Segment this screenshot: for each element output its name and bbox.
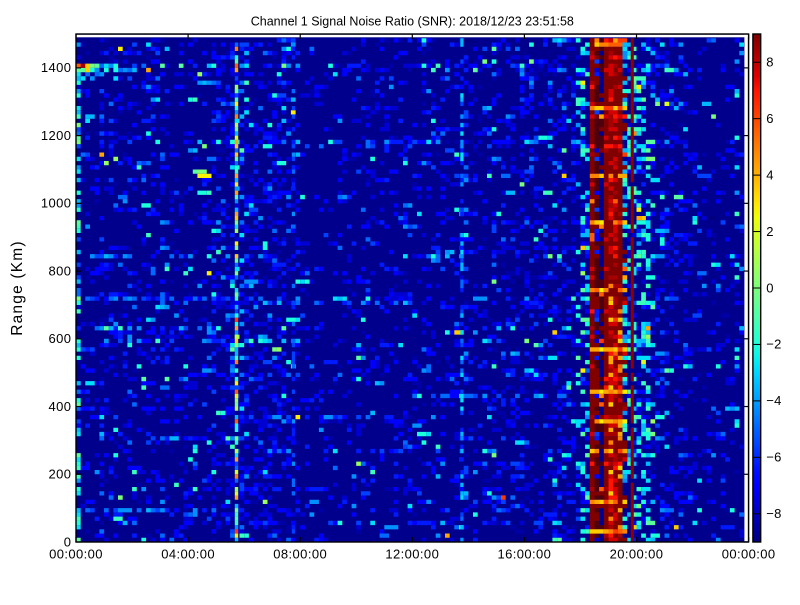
svg-text:−6: −6 <box>766 450 782 465</box>
svg-text:400: 400 <box>49 399 72 414</box>
svg-text:2: 2 <box>766 224 774 239</box>
svg-text:0: 0 <box>64 534 72 549</box>
svg-text:04:00:00: 04:00:00 <box>161 546 215 561</box>
svg-text:Channel 1 Signal Noise Ratio (: Channel 1 Signal Noise Ratio (SNR): 2018… <box>251 15 574 29</box>
svg-text:08:00:00: 08:00:00 <box>273 546 327 561</box>
svg-text:00:00:00: 00:00:00 <box>49 546 103 561</box>
svg-text:12:00:00: 12:00:00 <box>385 546 439 561</box>
svg-text:Range (Km): Range (Km) <box>9 240 26 336</box>
svg-text:4: 4 <box>766 167 774 182</box>
svg-text:1200: 1200 <box>41 128 72 143</box>
svg-text:00:00:00: 00:00:00 <box>722 546 776 561</box>
svg-text:20:00:00: 20:00:00 <box>610 546 664 561</box>
svg-text:0: 0 <box>766 280 774 295</box>
svg-text:6: 6 <box>766 111 774 126</box>
svg-text:−4: −4 <box>766 393 782 408</box>
svg-text:16:00:00: 16:00:00 <box>497 546 551 561</box>
svg-text:−8: −8 <box>766 506 782 521</box>
svg-text:800: 800 <box>49 263 72 278</box>
svg-text:8: 8 <box>766 55 774 70</box>
svg-text:1000: 1000 <box>41 196 72 211</box>
svg-text:1400: 1400 <box>41 60 72 75</box>
svg-text:200: 200 <box>49 467 72 482</box>
svg-text:600: 600 <box>49 331 72 346</box>
svg-text:−2: −2 <box>766 337 782 352</box>
